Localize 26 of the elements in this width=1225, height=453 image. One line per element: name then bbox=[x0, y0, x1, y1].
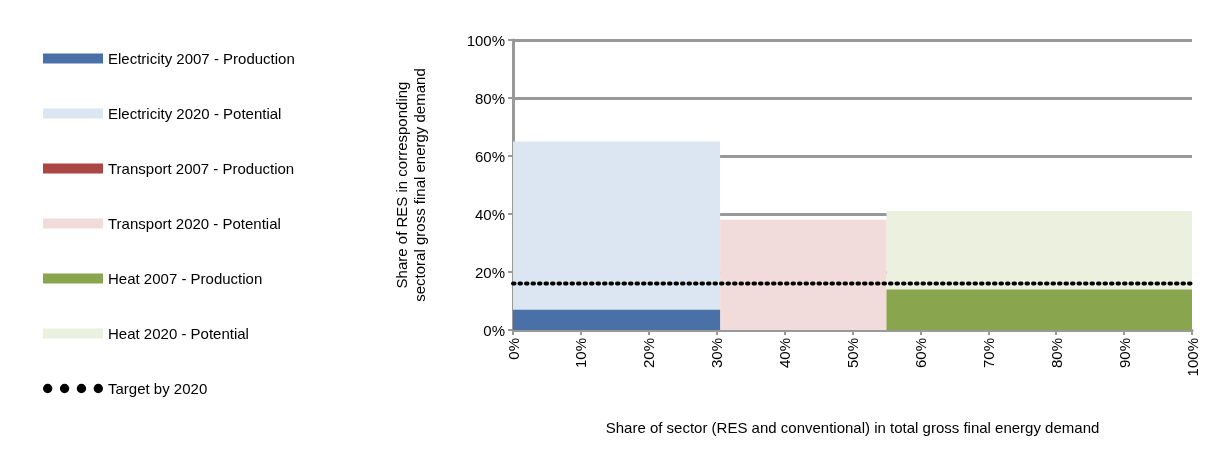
y-tick-label: 0% bbox=[483, 321, 505, 339]
y-tick-label: 60% bbox=[474, 147, 505, 165]
legend-label: Transport 2007 - Production bbox=[108, 160, 295, 177]
legend-label: Heat 2020 - Potential bbox=[108, 325, 249, 342]
y-tick-label: 80% bbox=[474, 89, 505, 107]
legend-label: Transport 2020 - Potential bbox=[108, 215, 281, 232]
x-tick-label: 80% bbox=[1047, 338, 1065, 369]
x-tick-label: 60% bbox=[911, 338, 929, 369]
y-tick-label: 100% bbox=[466, 31, 505, 49]
legend-label: Electricity 2020 - Potential bbox=[108, 105, 282, 122]
x-axis-title: Share of sector (RES and conventional) in total gross final energy demand bbox=[605, 419, 1100, 436]
x-tick-label: 10% bbox=[572, 338, 590, 369]
legend-label: Heat 2007 - Production bbox=[108, 270, 263, 287]
x-tick-label: 20% bbox=[640, 338, 658, 369]
x-tick-label: 50% bbox=[844, 338, 861, 369]
legend-label: Electricity 2007 - Production bbox=[108, 50, 295, 67]
y-tick-label: 20% bbox=[474, 263, 505, 281]
legend-label: Target by 2020 bbox=[108, 380, 208, 397]
y-tick-label: 40% bbox=[474, 205, 505, 223]
y-axis-title: Share of RES in corresponding sectoral gross final energy demand bbox=[392, 68, 428, 302]
x-tick-label: 100% bbox=[1183, 338, 1201, 377]
x-tick-label: 70% bbox=[979, 338, 997, 369]
x-tick-label: 90% bbox=[1115, 338, 1133, 369]
x-tick-label: 40% bbox=[776, 338, 794, 369]
x-tick-label: 30% bbox=[708, 338, 726, 369]
x-tick-label: 0% bbox=[504, 338, 522, 360]
